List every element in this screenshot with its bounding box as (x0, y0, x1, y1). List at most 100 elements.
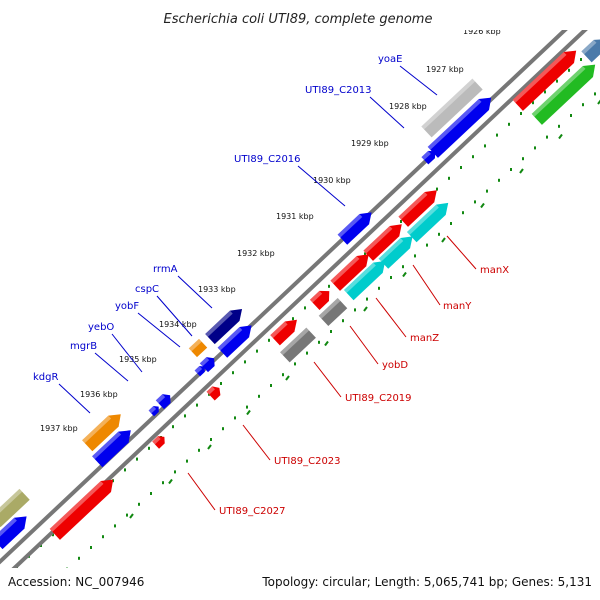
guide-dot (102, 535, 104, 539)
guide-dot (486, 189, 488, 193)
gene-label: yobD (382, 360, 408, 371)
guide-dot (546, 135, 548, 139)
guide-major-tick (363, 306, 368, 312)
leader-line (375, 297, 407, 338)
scale-label: 1929 kbp (351, 139, 389, 148)
leader-line (94, 352, 129, 382)
gene-label: cspC (135, 284, 159, 295)
guide-dot (556, 79, 558, 83)
feature-arrow-blue (0, 516, 27, 550)
gene-label: manX (480, 265, 509, 276)
guide-dot (508, 122, 510, 126)
inner-dotted-guide (66, 92, 600, 568)
leader-line (412, 264, 441, 306)
guide-dot (222, 427, 224, 431)
gene-label: yebO (88, 322, 114, 333)
guide-dot (594, 92, 596, 96)
map-title: Escherichia coli UTI89, complete genome (164, 12, 433, 27)
guide-dot (184, 414, 186, 418)
feature-arrow-green (531, 64, 596, 125)
feature-arrow-blue-small (148, 406, 159, 417)
guide-dot (400, 220, 402, 223)
leader-line (242, 424, 271, 461)
guide-dot (126, 513, 128, 517)
guide-dot (342, 319, 344, 323)
leader-line (399, 65, 438, 96)
scale-label: 1931 kbp (276, 212, 314, 221)
feature-arrow-orange (82, 414, 121, 452)
gene-label: yoaE (378, 54, 402, 65)
gene-label: UTI89_C2013 (305, 85, 372, 96)
feature-arrow-red-small (206, 386, 221, 401)
feature-arrow-blue (217, 325, 252, 358)
guide-dot (364, 252, 366, 256)
guide-dot (136, 457, 138, 461)
guide-dot (138, 502, 140, 506)
guide-dot (460, 166, 462, 169)
guide-dot (162, 481, 164, 485)
guide-dot (150, 492, 152, 495)
feature-arrow-cyan (378, 236, 413, 269)
feature-arrow-red (330, 254, 369, 291)
guide-dot (520, 112, 522, 115)
guide-dot (532, 101, 534, 105)
gene-label: manY (443, 301, 472, 312)
scale-label: 1927 kbp (426, 65, 464, 74)
guide-major-tick (519, 168, 524, 174)
feature-arrow-red (270, 319, 297, 346)
guide-major-tick (480, 202, 485, 209)
guide-dot (66, 567, 68, 568)
guide-dot (582, 103, 584, 107)
guide-dot (246, 405, 248, 409)
guide-dot (472, 155, 474, 159)
guide-dot (256, 349, 258, 353)
guide-dot (330, 330, 332, 333)
guide-dot (438, 232, 440, 236)
feature-arrow-blue-small (421, 150, 436, 165)
leader-line (349, 325, 379, 365)
scale-label: 1933 kbp (198, 285, 236, 294)
gene-label: kdgR (33, 372, 58, 383)
guide-dot (148, 446, 150, 450)
guide-dot (436, 187, 438, 191)
guide-dot (318, 340, 320, 344)
feature-arrow-blue (427, 97, 492, 158)
feature-arrow-orange (188, 338, 208, 358)
guide-dot (244, 360, 246, 364)
feature-arrow-blue-small (194, 366, 205, 377)
scale-label: 1928 kbp (389, 102, 427, 111)
gene-label: yobF (115, 301, 139, 312)
feature-arrow-blue (337, 212, 372, 245)
feature-arrow-grey (280, 327, 316, 363)
guide-dot (354, 308, 356, 312)
feature-arrow-blue-small (199, 357, 215, 373)
guide-dot (186, 459, 188, 463)
guide-dot (402, 265, 404, 269)
leader-line (177, 275, 213, 309)
feature-arrow-red (309, 290, 330, 310)
guide-dot (462, 211, 464, 215)
guide-major-tick (168, 478, 173, 485)
scale-label: 1926 kbp (463, 27, 501, 36)
guide-dot (232, 371, 234, 375)
feature-arrow-blue (92, 430, 131, 468)
guide-dot (172, 425, 174, 429)
guide-dot (498, 178, 500, 182)
gene-label: UTI89_C2016 (234, 154, 301, 165)
scale-label: 1935 kbp (119, 355, 157, 364)
guide-major-tick (246, 409, 251, 416)
feature-arrow-red (398, 190, 437, 227)
scale-label: 1932 kbp (237, 249, 275, 258)
guide-dot (450, 222, 452, 225)
guide-dot (282, 373, 284, 377)
guide-dot (174, 470, 176, 474)
guide-major-tick (207, 444, 212, 450)
gene-label: rrmA (153, 264, 178, 275)
guide-dot (112, 479, 114, 483)
feature-arrow-red (512, 50, 577, 111)
guide-dot (570, 114, 572, 117)
leader-line (297, 165, 346, 207)
backbone-line-outer (0, 30, 568, 565)
guide-dot (270, 384, 272, 387)
